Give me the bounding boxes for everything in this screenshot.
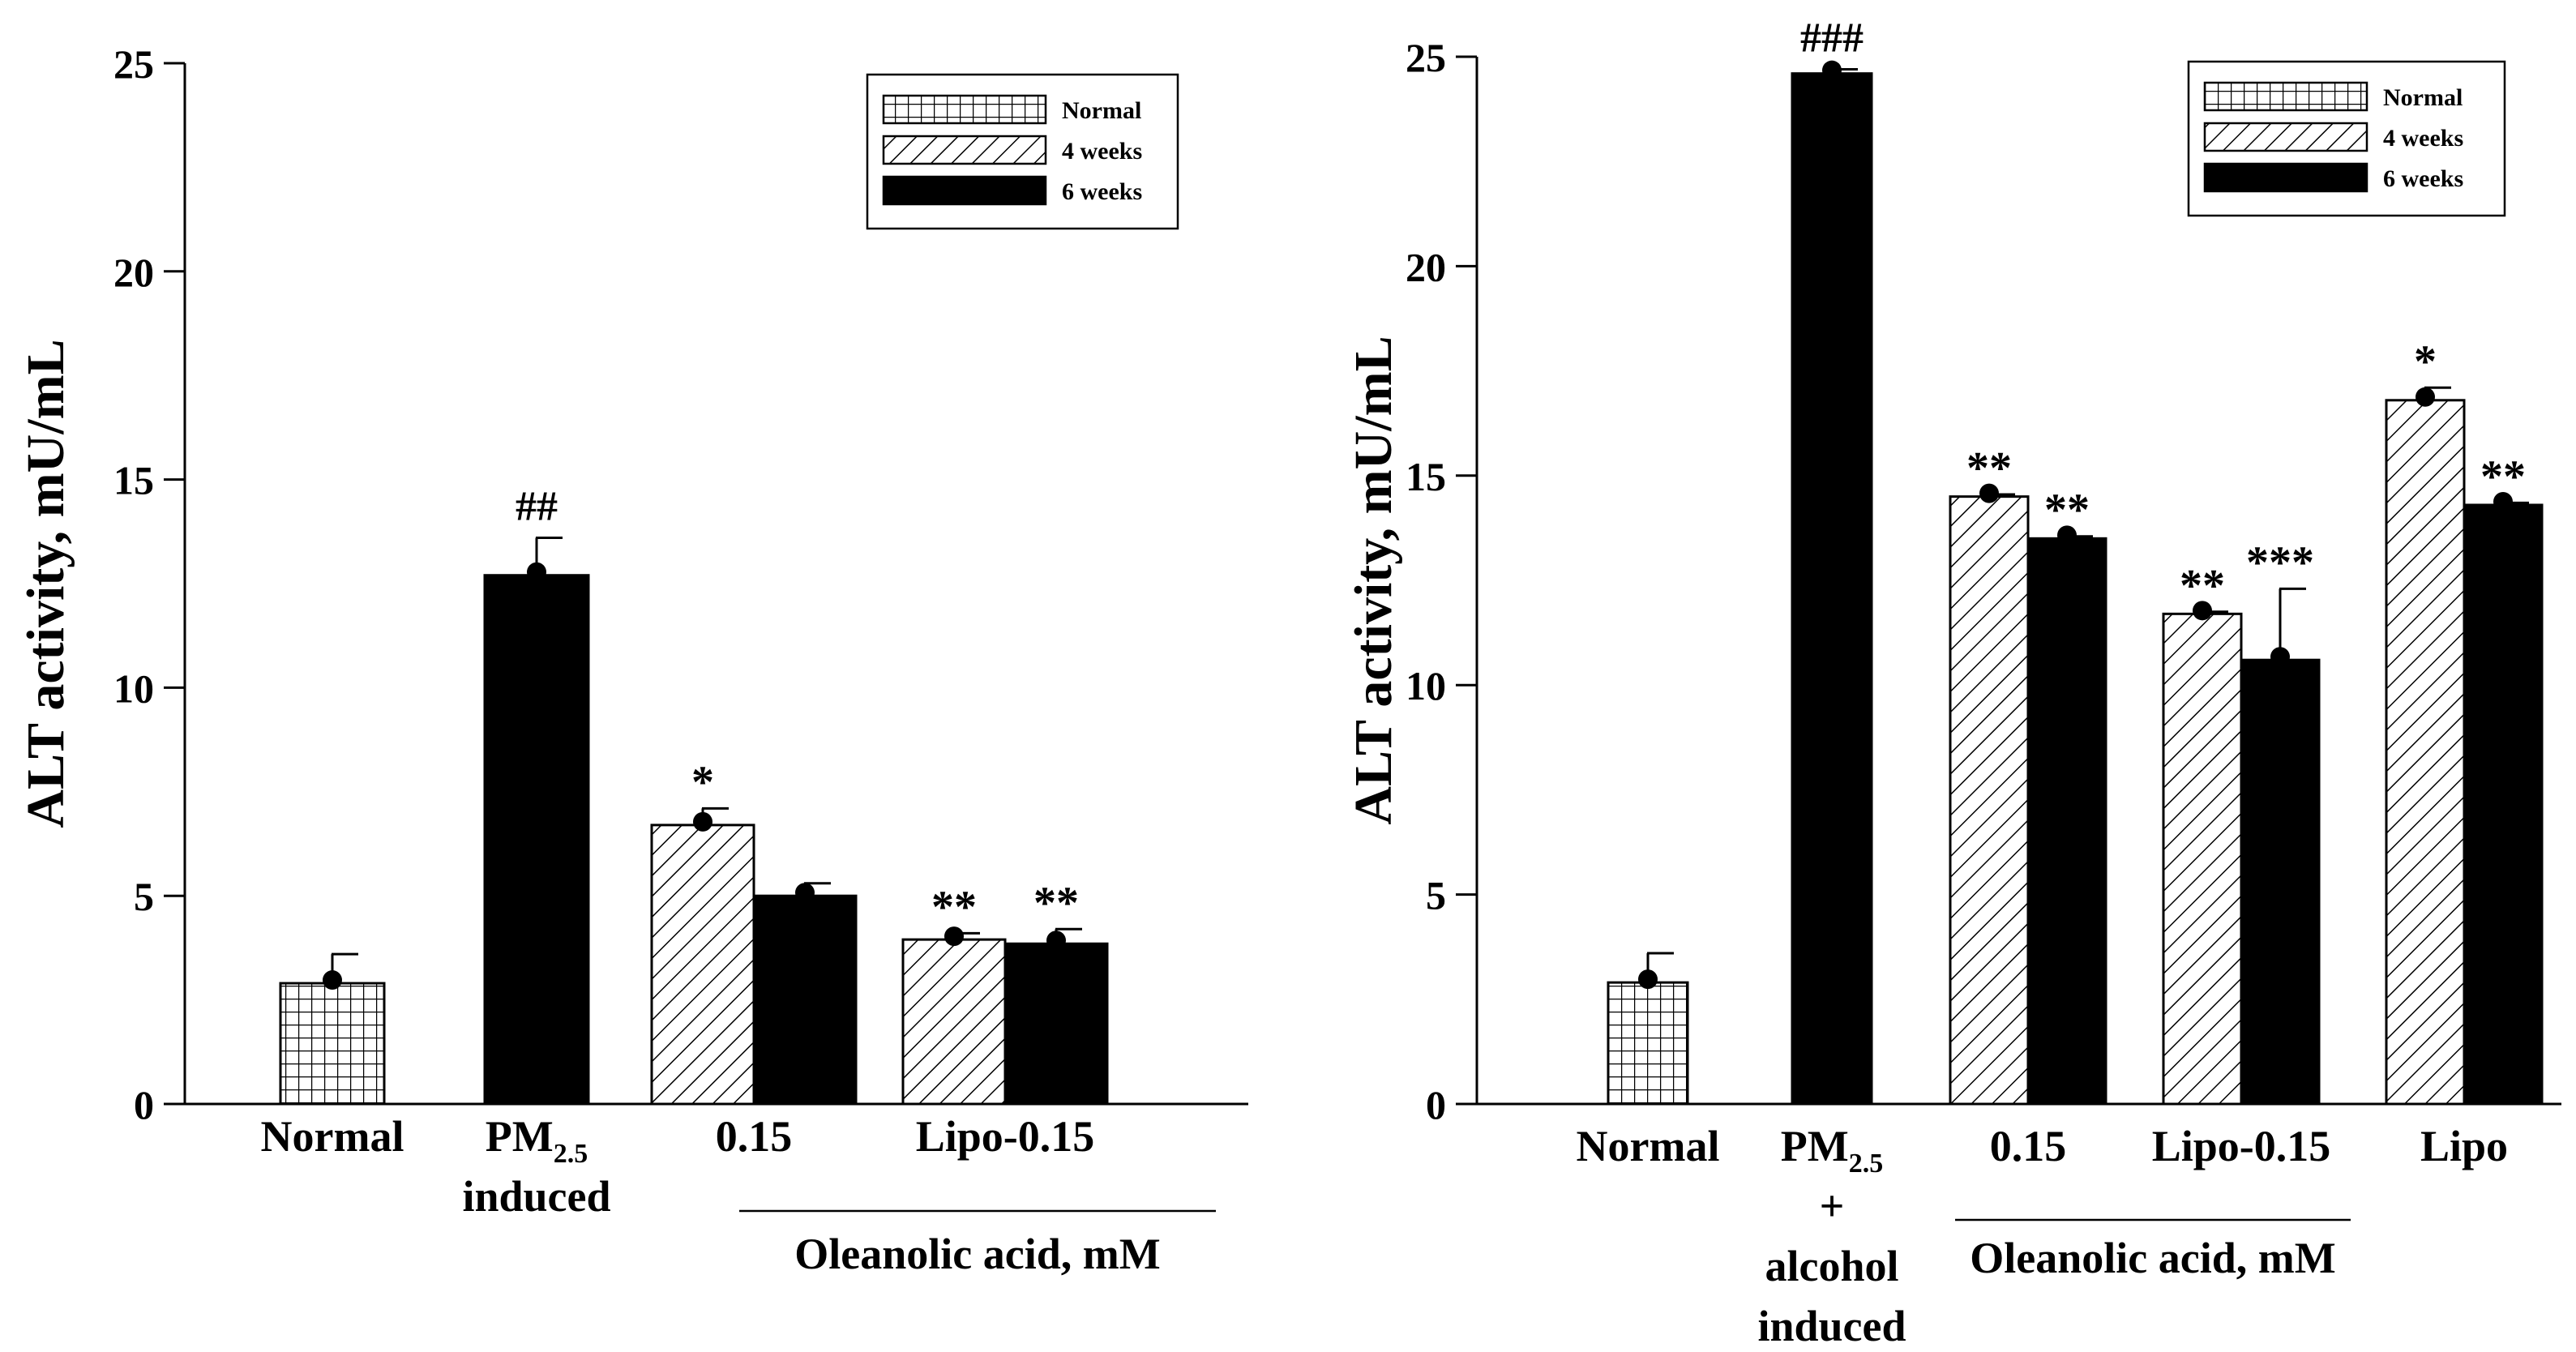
bar-6-weeks — [2463, 503, 2544, 1106]
bar-normal — [279, 982, 386, 1106]
significance-label: ** — [931, 882, 977, 932]
legend-swatch — [2203, 162, 2368, 193]
category-label: Lipo-0.15 — [2152, 1122, 2331, 1170]
chart-panel-right: 0 5 10 15 20 25 ALT activity, mU/mL Normal ### PM… — [1344, 15, 2561, 1350]
significance-label: * — [2414, 336, 2437, 387]
y-tick-label: 15 — [1406, 454, 1446, 499]
significance-label: ** — [2480, 451, 2526, 502]
y-tick-label: 25 — [113, 41, 154, 87]
y-tick-label: 5 — [134, 874, 154, 919]
group-bracket-label: Oleanolic acid, mM — [1970, 1234, 2335, 1282]
mean-point — [1046, 931, 1066, 951]
legend-label: 4 weeks — [1062, 138, 1142, 165]
bar-6-weeks — [1003, 942, 1109, 1106]
legend: Normal 4 weeks 6 weeks — [866, 73, 1179, 230]
bar-6-weeks — [1791, 72, 1873, 1106]
bar-6-weeks — [483, 574, 590, 1106]
y-axis-label: ALT activity, mU/mL — [1344, 336, 1403, 824]
category-label: induced — [462, 1172, 610, 1221]
mean-point — [944, 926, 964, 947]
y-tick-label: 25 — [1406, 35, 1446, 80]
bar-4-weeks — [650, 824, 755, 1106]
y-tick-label: 5 — [1426, 873, 1446, 918]
bar-4-weeks — [2162, 612, 2243, 1106]
mean-point — [693, 811, 712, 832]
mean-point — [795, 883, 815, 903]
legend: Normal 4 weeks 6 weeks — [2187, 60, 2506, 217]
y-tick-label: 20 — [113, 250, 154, 295]
chart-panel-left: 0 5 10 15 20 25 ALT activity, mU/mL Normal ## PM2… — [16, 41, 1248, 1278]
bar-6-weeks — [752, 894, 858, 1106]
mean-point — [2270, 647, 2290, 667]
category-label: alcohol — [1765, 1242, 1898, 1290]
bar-4-weeks — [901, 938, 1007, 1106]
significance-label: * — [691, 757, 714, 807]
bar-4-weeks — [2385, 399, 2466, 1106]
significance-label: ## — [516, 484, 558, 530]
significance-label: ** — [2180, 561, 2225, 611]
category-label: 0.15 — [716, 1112, 793, 1161]
significance-label: ** — [1033, 878, 1079, 928]
legend-label: Normal — [2383, 84, 2463, 111]
legend-label: Normal — [1062, 97, 1141, 124]
category-label: Normal — [1577, 1122, 1720, 1170]
significance-label: ### — [1800, 15, 1864, 62]
mean-point — [2416, 387, 2435, 407]
category-label: + — [1820, 1182, 1845, 1230]
significance-label: ** — [1966, 443, 2012, 494]
bar-6-weeks — [2026, 537, 2107, 1106]
mean-point — [527, 562, 546, 582]
y-tick-label: 15 — [113, 458, 154, 503]
y-axis-label: ALT activity, mU/mL — [16, 339, 75, 828]
y-tick-label: 0 — [1426, 1082, 1446, 1127]
category-label: Normal — [261, 1112, 404, 1161]
y-tick-label: 10 — [113, 665, 154, 711]
legend-swatch — [882, 94, 1047, 125]
legend-swatch — [2203, 122, 2368, 152]
mean-point — [2057, 525, 2077, 546]
y-tick-label: 20 — [1406, 244, 1446, 289]
legend-label: 4 weeks — [2383, 125, 2463, 152]
mean-point — [1822, 60, 1842, 80]
mean-point — [2193, 601, 2212, 621]
category-label: Lipo-0.15 — [916, 1112, 1095, 1161]
significance-label: *** — [2246, 537, 2314, 588]
y-tick-label: 10 — [1406, 663, 1446, 708]
category-label: PM2.5 — [1781, 1122, 1883, 1179]
mean-point — [1638, 969, 1658, 990]
mean-point — [2493, 491, 2513, 511]
bar-normal — [1607, 981, 1689, 1106]
category-label: induced — [1757, 1302, 1906, 1350]
group-bracket-label: Oleanolic acid, mM — [794, 1230, 1160, 1278]
significance-label: ** — [2044, 486, 2090, 536]
y-tick-label: 0 — [134, 1082, 154, 1127]
legend-label: 6 weeks — [1062, 178, 1142, 205]
legend-swatch — [2203, 81, 2368, 112]
legend-label: 6 weeks — [2383, 165, 2463, 192]
mean-point — [1979, 483, 1999, 503]
legend-swatch — [882, 135, 1047, 165]
category-label: PM2.5 — [486, 1112, 588, 1169]
legend-swatch — [882, 175, 1047, 206]
bar-6-weeks — [2240, 658, 2321, 1106]
mean-point — [323, 970, 342, 990]
category-label: 0.15 — [1990, 1122, 2067, 1170]
bar-4-weeks — [1949, 495, 2030, 1106]
category-label: Lipo — [2420, 1122, 2508, 1170]
